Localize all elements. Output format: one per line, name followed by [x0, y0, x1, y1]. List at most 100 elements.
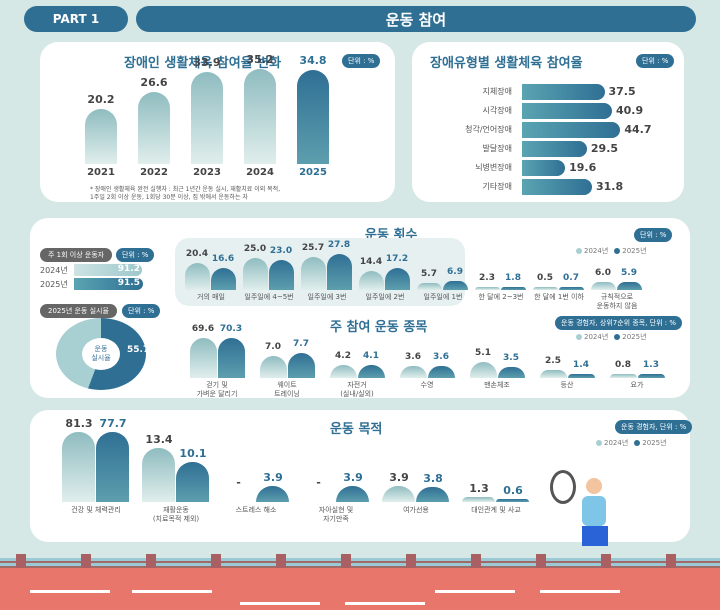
unit-badge: 단위 : %: [636, 54, 675, 68]
unit-badge: 단위 : %: [342, 54, 381, 68]
fence-post: [536, 554, 546, 576]
fence-post: [406, 554, 416, 576]
bar-value: 3.5: [503, 352, 519, 363]
purpose-bar: [142, 448, 175, 502]
bar-value: 13.4: [145, 433, 173, 447]
trend-bar: [244, 68, 276, 164]
category-label: 발달장애: [482, 144, 512, 153]
freq-bar: [359, 271, 384, 290]
bar-value: 34.8: [299, 54, 327, 68]
bar-value: 16.6: [211, 254, 235, 265]
purpose-bar: [256, 486, 289, 502]
fence-post: [471, 554, 481, 576]
year-label: 2023: [193, 167, 221, 178]
bar-value: -: [316, 476, 321, 489]
h-bar: [522, 179, 592, 195]
category-label: 거의 매일: [197, 293, 225, 301]
sport-bar: [568, 373, 595, 378]
bar-value: 14.4: [359, 257, 383, 268]
legend: 2024년 2025년: [570, 246, 647, 256]
freq-bar: [591, 282, 616, 290]
participation-trend-card: 장애인 생활체육 참여율 변화 단위 : % 20.2 2021 26.6 2022 3…: [40, 42, 395, 202]
sport-bar: [610, 374, 637, 378]
freq-bar: [443, 281, 468, 290]
legend: 2024년 2025년: [590, 438, 667, 448]
bar-value: 29.5: [590, 142, 619, 155]
category-label: 여가선용: [403, 506, 429, 514]
bar-value: 0.5: [537, 273, 553, 283]
bar-value: 20.2: [87, 93, 115, 107]
bar-value: 2.3: [479, 273, 495, 283]
sport-bar: [400, 366, 427, 378]
purpose-card: 운동 목적 운동 경험자, 단위 : % 2024년 2025년 81.3 77.7…: [30, 410, 693, 546]
bar-value: 5.1: [475, 347, 491, 358]
bar-value: 91.2: [117, 264, 140, 274]
category-label: 시각장애: [482, 106, 512, 115]
sport-bar: [260, 355, 287, 378]
bar-value: 1.4: [573, 359, 589, 370]
category-label: 청각/언어장애: [465, 125, 512, 134]
legend: 2024년 2025년: [570, 332, 647, 342]
bar-value: 0.8: [615, 360, 631, 370]
category-label: 스트레스 해소: [235, 506, 277, 514]
bar-value: 70.3: [219, 324, 243, 334]
purpose-bar: [62, 432, 95, 502]
category-label: 재활운동 (치료목적 제외): [152, 506, 200, 523]
chart-title: 주 참여 운동 종목: [330, 320, 428, 335]
sport-bar: [540, 370, 567, 378]
bar-value: 44.7: [624, 123, 652, 136]
freq-bar: [185, 263, 210, 290]
bar-value: 7.0: [265, 341, 281, 352]
sport-bar: [218, 338, 245, 378]
bar-value: 7.7: [293, 339, 309, 350]
category-label: 한 달에 1번 이하: [534, 293, 584, 301]
year-label: 2021: [87, 167, 115, 178]
purpose-bar: [336, 486, 369, 502]
category-label: 일주일에 3번: [307, 293, 347, 301]
bar-value: 33.9: [193, 56, 221, 70]
unit-badge: 단위 : %: [634, 228, 673, 242]
sport-bar: [428, 366, 455, 378]
fence-post: [16, 554, 26, 576]
category-label: 요가: [630, 381, 644, 389]
bar-value: 25.7: [301, 242, 325, 253]
bar-value: 27.8: [327, 239, 351, 250]
category-label: 지체장애: [482, 87, 512, 96]
bar-value: 91.5: [117, 278, 140, 288]
fence-post: [211, 554, 221, 576]
bar-value: 3.9: [263, 471, 283, 485]
h-bar: [522, 103, 612, 119]
chart-title: 운동 목적: [330, 422, 383, 437]
category-label: 규칙적으로 운동하지 않음: [596, 293, 638, 310]
trend-bar: [85, 109, 117, 164]
year-label: 2024: [246, 167, 274, 178]
freq-bar: [417, 282, 442, 290]
purpose-bar: [416, 486, 449, 502]
chart-note: * 장애인 생활체육 완전 실행자 : 최근 1년간 운동 실시, 재활치료 이…: [90, 186, 281, 201]
sport-bar: [358, 364, 385, 378]
bar-value: 0.6: [503, 484, 523, 497]
trend-bar: [138, 92, 170, 164]
bar-value: -: [236, 476, 241, 489]
weekly-tag: 주 1회 이상 운동자: [40, 248, 113, 262]
bar-value: 3.8: [423, 471, 443, 485]
bar-value: 81.3: [65, 417, 93, 430]
bar-value: 40.9: [615, 104, 644, 117]
chart-title: 장애유형별 생활체육 참여율: [430, 56, 583, 71]
sport-bar: [190, 338, 217, 378]
category-label: 건강 및 체력관리: [71, 506, 121, 514]
category-label: 한 달에 2~3번: [478, 293, 524, 301]
bar-value: 35.2: [246, 52, 274, 66]
frequency-card: 운동 횟수 단위 : % 2024년 2025년 20.4 16.6 거의 매일 25.…: [30, 218, 690, 398]
category-label: 일주일에 2번: [365, 293, 405, 301]
chart-title: 장애인 생활체육 참여율 변화: [124, 56, 282, 71]
sport-bar: [288, 353, 315, 378]
sport-bar: [470, 361, 497, 378]
bar-value: 5.7: [421, 268, 437, 279]
bar-value: 77.7: [99, 417, 127, 430]
h-bar: [74, 264, 143, 276]
fence-post: [341, 554, 351, 576]
freq-bar: [327, 253, 352, 290]
category-label: 자아실현 및 자기만족: [318, 506, 354, 523]
bar-value: 3.6: [405, 352, 421, 363]
